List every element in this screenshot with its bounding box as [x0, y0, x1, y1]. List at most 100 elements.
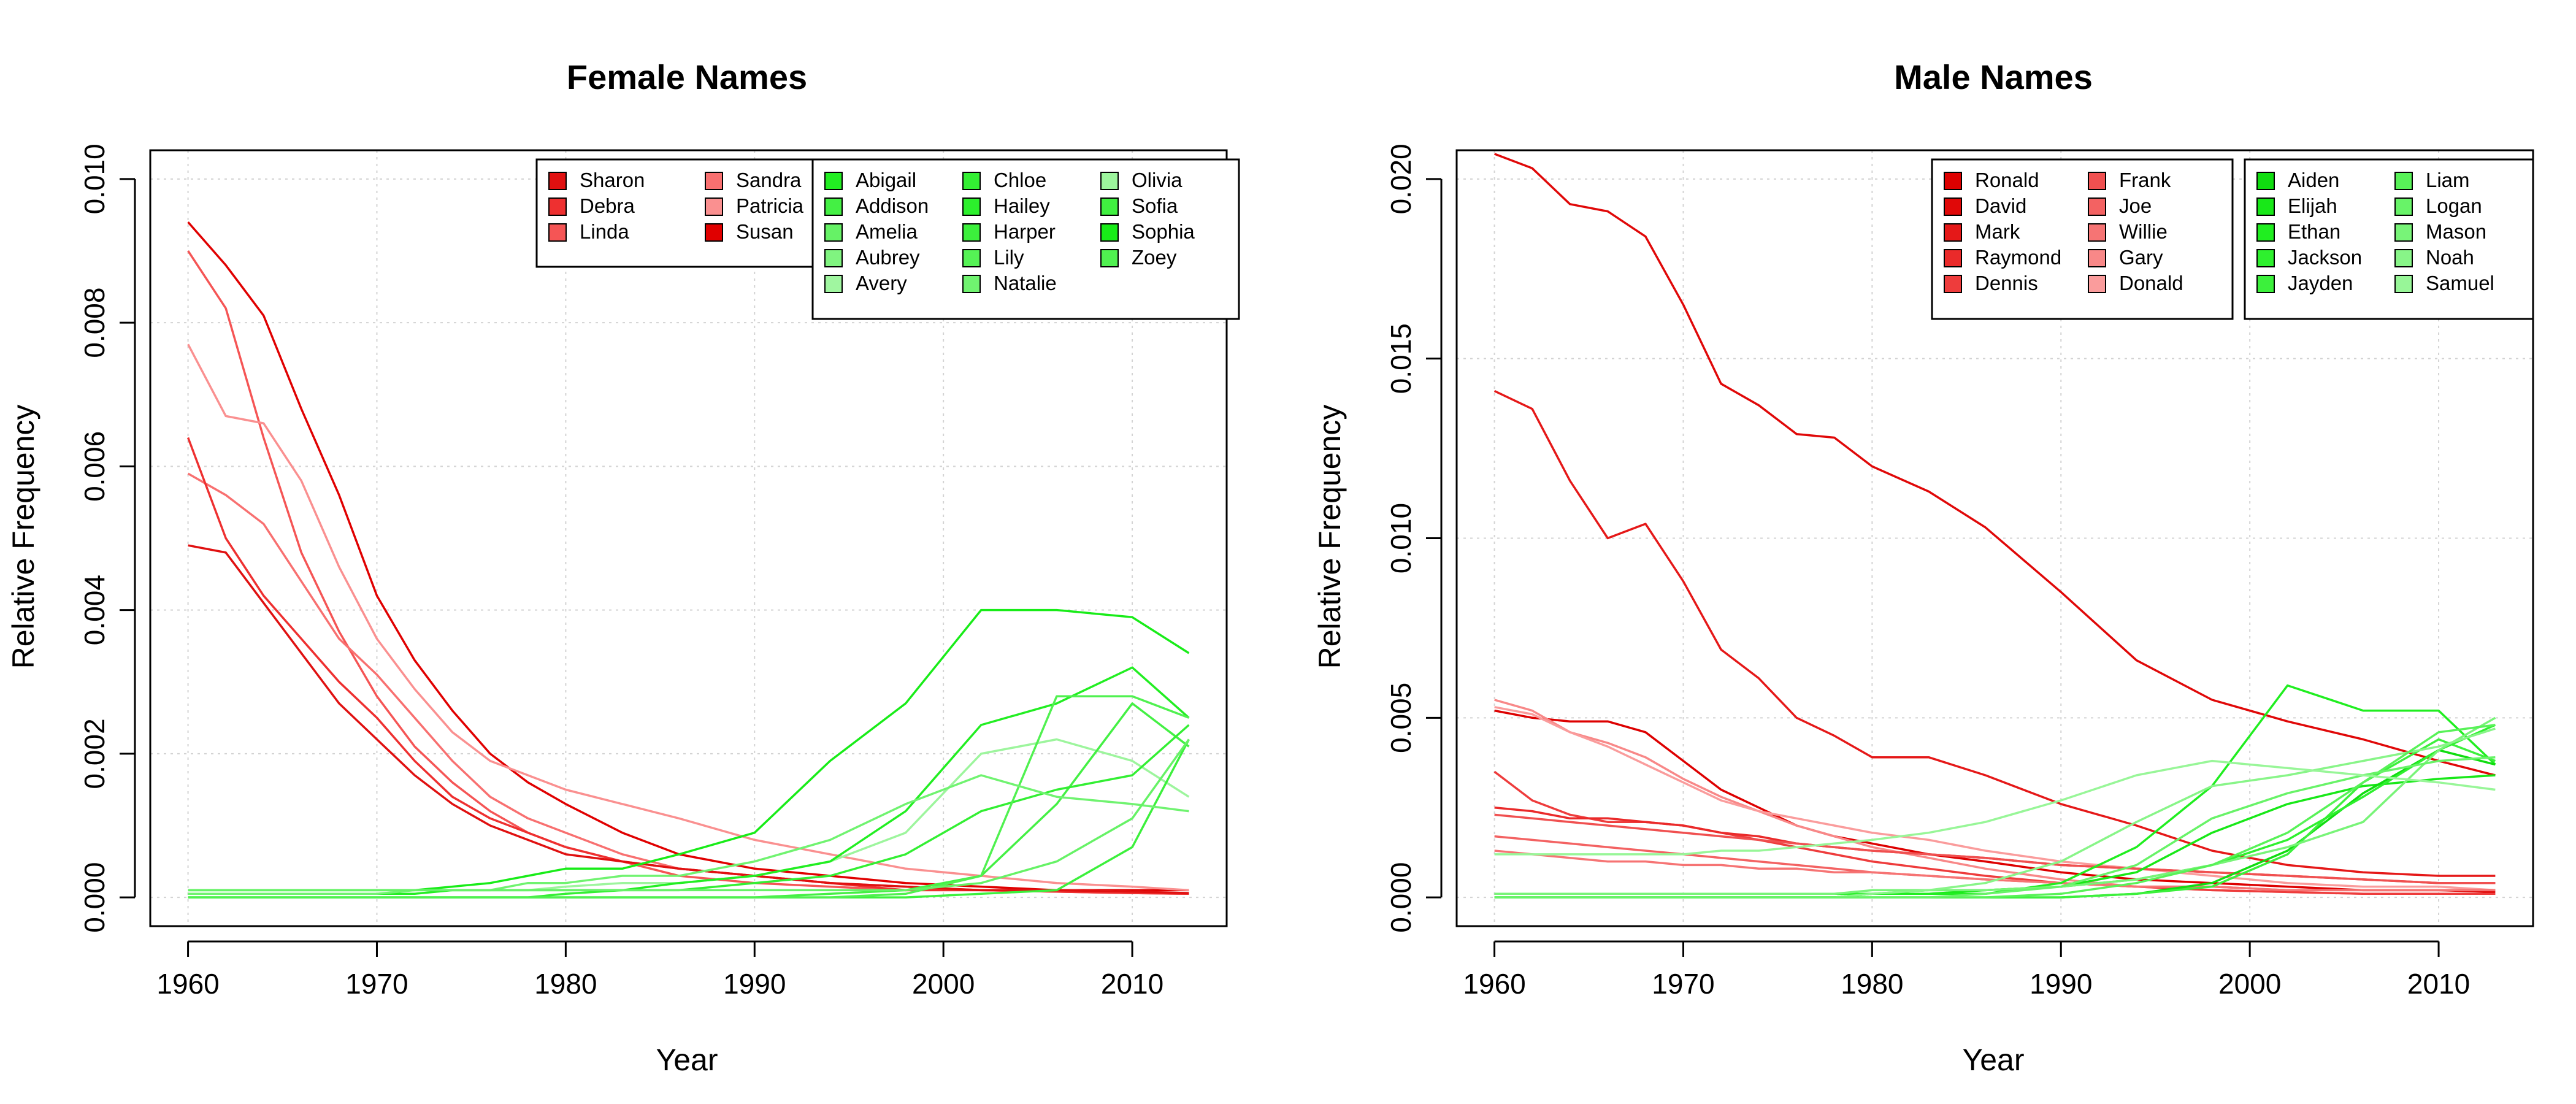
- male-series-line-mark: [1493, 389, 2496, 877]
- female-legend-swatch: [1100, 223, 1119, 242]
- male-legend-label: Dennis: [1975, 272, 2038, 294]
- male-legend-swatch: [1944, 197, 1962, 216]
- male-legend-swatch: [2256, 223, 2275, 242]
- female-y-tick-label: 0.010: [79, 144, 110, 214]
- male-legend-label: Logan: [2426, 194, 2482, 217]
- female-legend-swatch: [824, 275, 843, 293]
- male-legend-swatch: [2256, 172, 2275, 190]
- male-legend-swatch: [2088, 172, 2106, 190]
- male-legend-label: Jackson: [2288, 246, 2362, 269]
- male-legend-swatch: [2088, 197, 2106, 216]
- female-legend-box-2: [811, 158, 1240, 320]
- male-x-tick-label: 1980: [1841, 968, 1903, 1000]
- female-series-line-natalie: [188, 774, 1189, 895]
- female-names-panel: Female Names Year Relative Frequency 196…: [6, 58, 1240, 1077]
- female-y-tick-label: 0.004: [79, 575, 110, 645]
- female-x-tick-label: 2010: [1101, 968, 1163, 1000]
- female-legend-box-1: [535, 158, 863, 268]
- male-y-tick-label: 0.020: [1385, 144, 1417, 214]
- male-legend-swatch: [2394, 275, 2413, 293]
- male-x-tick-label: 2000: [2218, 968, 2281, 1000]
- female-legend-swatch: [1100, 172, 1119, 190]
- female-legend-swatch: [1100, 197, 1119, 216]
- female-legend-label: Amelia: [856, 220, 918, 243]
- male-series-line-frank: [1494, 813, 2496, 884]
- female-plot-frame: [149, 149, 1228, 927]
- female-legend-label: Susan: [736, 220, 794, 243]
- male-legend-label: Joe: [2119, 194, 2152, 217]
- male-legend-swatch: [2394, 223, 2413, 242]
- female-legend-swatch: [705, 172, 723, 190]
- male-legend-swatch: [2256, 275, 2275, 293]
- male-legend-swatch: [1944, 275, 1962, 293]
- female-legend-swatch: [548, 223, 567, 242]
- male-y-tick-label: 0.010: [1385, 503, 1417, 573]
- male-series-line-mason: [1494, 716, 2496, 895]
- male-legend-swatch: [2088, 275, 2106, 293]
- male-legend-label: Ronald: [1975, 169, 2039, 191]
- female-series-line-sharon: [188, 544, 1189, 894]
- male-legend-label: Willie: [2119, 220, 2168, 243]
- male-legend-swatch: [1944, 249, 1962, 267]
- male-legend-label: Ethan: [2288, 220, 2340, 243]
- male-legend-label: Mason: [2426, 220, 2486, 243]
- female-series-line-patricia: [187, 343, 1189, 892]
- female-legend-label: Addison: [856, 194, 929, 217]
- female-y-tick-label: 0.008: [79, 288, 110, 358]
- male-legend-label: Aiden: [2288, 169, 2339, 191]
- female-legend-label: Lily: [994, 246, 1024, 269]
- female-legend-label: Abigail: [856, 169, 916, 191]
- male-series-line-david: [1493, 153, 2496, 776]
- male-y-axis-label: Relative Frequency: [1313, 405, 1347, 669]
- female-x-tick-label: 2000: [912, 968, 975, 1000]
- male-legend-label: Elijah: [2288, 194, 2337, 217]
- female-x-tick-label: 1970: [345, 968, 408, 1000]
- female-legend-swatch: [824, 249, 843, 267]
- male-legend-swatch: [2394, 197, 2413, 216]
- male-chart-title: Male Names: [1894, 58, 2093, 96]
- female-y-tick-label: 0.002: [79, 718, 110, 789]
- female-legend-swatch: [962, 275, 981, 293]
- female-legend-label: Sandra: [736, 169, 802, 191]
- male-legend-label: Frank: [2119, 169, 2171, 191]
- male-legend-swatch: [1944, 172, 1962, 190]
- female-legend-label: Zoey: [1132, 246, 1177, 269]
- male-legend-swatch: [2256, 249, 2275, 267]
- female-legend-label: Sofia: [1132, 194, 1178, 217]
- female-legend-label: Debra: [580, 194, 635, 217]
- female-legend-label: Avery: [856, 272, 907, 294]
- male-legend-box-1: [1931, 158, 2234, 320]
- male-x-tick-label: 1990: [2030, 968, 2092, 1000]
- female-legend-label: Sharon: [580, 169, 645, 191]
- female-legend-swatch: [824, 172, 843, 190]
- female-legend-swatch: [548, 172, 567, 190]
- male-legend-label: Noah: [2426, 246, 2474, 269]
- female-series-line-susan: [187, 221, 1189, 892]
- female-x-tick-label: 1990: [723, 968, 786, 1000]
- male-x-tick-label: 1960: [1463, 968, 1525, 1000]
- male-series-line-ronald: [1494, 709, 2496, 894]
- male-legend-swatch: [2256, 197, 2275, 216]
- female-legend-swatch: [824, 197, 843, 216]
- male-y-tick-label: 0.005: [1385, 683, 1417, 753]
- male-x-tick-label: 2010: [2407, 968, 2470, 1000]
- male-y-tick-label: 0.015: [1385, 323, 1417, 394]
- female-legend-label: Patricia: [736, 194, 804, 217]
- male-legend-label: Raymond: [1975, 246, 2061, 269]
- female-legend-label: Sophia: [1132, 220, 1195, 243]
- male-series-line-samuel: [1494, 759, 2496, 856]
- female-x-tick-label: 1980: [534, 968, 597, 1000]
- female-legend-swatch: [962, 249, 981, 267]
- female-series-line-zoey: [188, 695, 1190, 899]
- female-x-axis-label: Year: [656, 1043, 718, 1077]
- female-legend-swatch: [962, 172, 981, 190]
- male-plot-frame: [1455, 149, 2534, 927]
- female-y-axis-label: Relative Frequency: [6, 405, 40, 669]
- female-x-tick-label: 1960: [156, 968, 219, 1000]
- male-legend-box-2: [2244, 158, 2534, 320]
- female-legend-label: Linda: [580, 220, 629, 243]
- male-legend-swatch: [2088, 223, 2106, 242]
- female-series-line-amelia: [188, 738, 1190, 892]
- male-x-tick-label: 1970: [1652, 968, 1714, 1000]
